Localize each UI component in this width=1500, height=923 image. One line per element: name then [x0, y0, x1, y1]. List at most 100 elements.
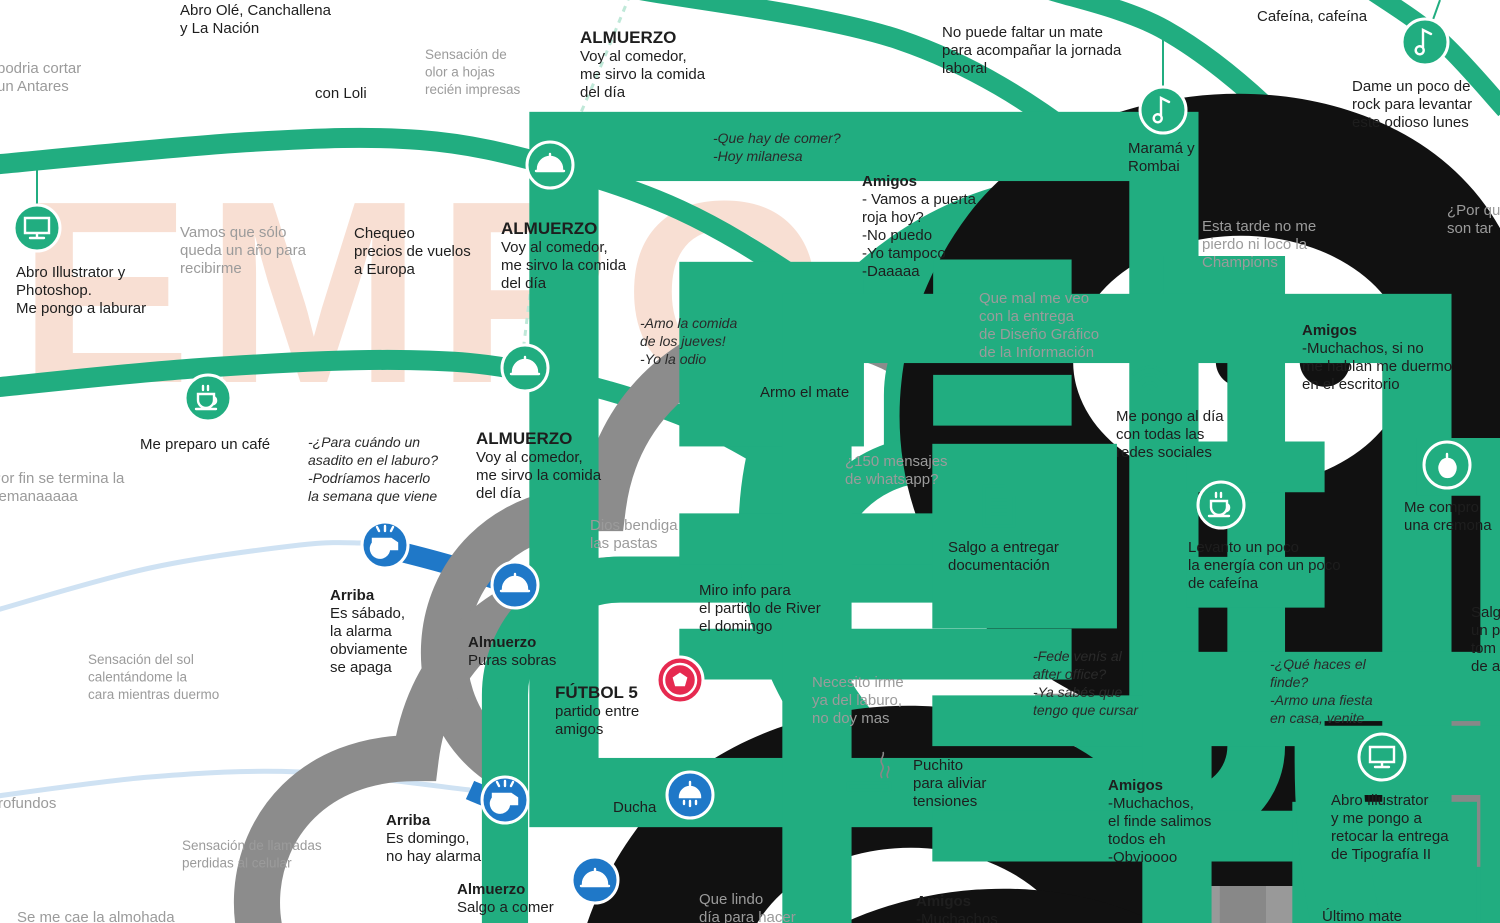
block-line: y me pongo a — [1331, 810, 1423, 827]
block-line: ¿150 mensajes — [845, 453, 948, 470]
block-line: no hay alarma — [386, 848, 482, 865]
block-line: Voy al comedor, — [580, 48, 687, 65]
block-line: me sirvo la comida — [580, 66, 706, 83]
block-line: el partido de River — [699, 600, 821, 617]
block-line: -¿Para cuándo un — [308, 434, 420, 450]
block-line: me sirvo la comida — [476, 467, 602, 484]
whistle-glyph — [369, 524, 399, 559]
cup-icon — [1196, 480, 1246, 530]
block-line: Cafeína, cafeína — [1257, 8, 1368, 25]
block-line: Chequeo — [354, 225, 415, 242]
block-line: Armo el mate — [760, 384, 849, 401]
block-line: Ducha — [613, 799, 657, 816]
block-heading: ALMUERZO — [476, 429, 572, 448]
block-line: amigos — [555, 721, 603, 738]
block-line: la alarma — [330, 623, 392, 640]
block-line: Vamos que sólo — [180, 224, 286, 241]
block-line: podria cortar — [0, 60, 81, 77]
block-heading: Arriba — [386, 812, 431, 829]
timeline-arc — [0, 540, 366, 612]
block-line: con la entrega — [979, 308, 1075, 325]
block-line: after office? — [1033, 666, 1106, 682]
block-line: todos eh — [1108, 831, 1166, 848]
ball-outline — [662, 662, 698, 698]
block-line: del día — [476, 485, 522, 502]
block-line: me sirvo la comida — [501, 257, 627, 274]
block-line: en el escritorio — [1302, 376, 1400, 393]
block-line: una cremona — [1404, 517, 1492, 534]
ball-glyph — [672, 672, 688, 687]
document-icon — [982, 484, 1016, 528]
block-line: Photoshop. — [16, 282, 92, 299]
block-line: para acompañar la jornada — [942, 42, 1122, 59]
block-line: Me preparo un café — [140, 436, 270, 453]
block-heading: Amigos — [862, 173, 917, 190]
block-line: el finde salimos — [1108, 813, 1211, 830]
music-icon — [1400, 17, 1450, 67]
block-line: y La Nación — [180, 20, 259, 37]
block-line: -Yo la odio — [640, 351, 706, 367]
block-line: día para hacer — [699, 909, 796, 923]
block-line: Puras sobras — [468, 652, 556, 669]
wifi-icon — [1132, 365, 1168, 388]
block-heading: Amigos — [916, 893, 971, 910]
block-line: -Ya sabés que — [1033, 684, 1122, 700]
block-line: redes sociales — [1116, 444, 1212, 461]
block-line: Dios bendiga — [590, 517, 678, 534]
block-line: -¿Qué haces el — [1270, 656, 1367, 672]
block-line: Dame un poco de — [1352, 78, 1470, 95]
block-line: en casa, venite — [1270, 710, 1364, 726]
block-line: ya del laburo, — [812, 692, 902, 709]
block-heading: Amigos — [1302, 322, 1357, 339]
whistle-glyph — [489, 779, 519, 814]
block-line: laboral — [942, 60, 987, 77]
block-line: -Obvioooo — [1108, 849, 1177, 866]
block-line: Maramá y — [1128, 140, 1195, 157]
block-line: recién impresas — [425, 82, 521, 97]
block-heading: Amigos — [1108, 777, 1163, 794]
cup-icon — [183, 373, 233, 423]
block-line: Levanto un poco — [1188, 539, 1299, 556]
music-glyph — [1414, 28, 1433, 56]
block-line: roja hoy? — [862, 209, 924, 226]
block-line: Último mate — [1322, 908, 1402, 923]
block-line: de los jueves! — [640, 333, 726, 349]
cup-glyph — [1207, 491, 1231, 518]
block-line: rofundos — [0, 795, 56, 812]
block-line: del día — [580, 84, 626, 101]
block-heading: ALMUERZO — [501, 219, 597, 238]
block-line: -Muchachos, si no — [1302, 340, 1424, 357]
block-heading: FÚTBOL 5 — [555, 683, 638, 702]
block-line: tengo que cursar — [1033, 702, 1139, 718]
monitor-icon — [12, 203, 62, 253]
block-line: -Fede venís al — [1033, 648, 1123, 664]
block-line: Miro info para — [699, 582, 791, 599]
block-heading: ALMUERZO — [580, 28, 676, 47]
block-line: de Tipografía II — [1331, 846, 1431, 863]
block-line: -Que hay de comer? — [713, 130, 841, 146]
block-line: del día — [501, 275, 547, 292]
block-line: -Daaaaa — [862, 263, 920, 280]
block-line: la energía con un poco — [1188, 557, 1341, 574]
block-line: Se me cae la almohada — [17, 909, 175, 923]
block-line: Puchito — [913, 757, 963, 774]
block-line: Abro Olé, Canchallena — [180, 2, 332, 19]
block-line: Esta tarde no me — [1202, 218, 1316, 235]
block-line: Sensación de llamadas — [182, 838, 322, 853]
timeline-arc — [558, 0, 630, 161]
block-line: no doy mas — [812, 710, 890, 727]
block-line: No puede faltar un mate — [942, 24, 1103, 41]
block-line: este odioso lunes — [1352, 114, 1469, 131]
block-line: Voy al comedor, — [476, 449, 583, 466]
block-line: de Diseño Gráfico — [979, 326, 1099, 343]
block-line: Me pongo al día — [1116, 408, 1224, 425]
block-line: finde? — [1270, 674, 1308, 690]
monitor-glyph — [23, 216, 51, 240]
block-line: pierdo ni loco la — [1202, 236, 1308, 253]
block-line: Que mal me veo — [979, 290, 1089, 307]
block-line: se apaga — [330, 659, 392, 676]
block-line: Necesito irme — [812, 674, 904, 691]
block-line: -Hoy milanesa — [713, 148, 803, 164]
block-line: -Podríamos hacerlo — [308, 470, 430, 486]
